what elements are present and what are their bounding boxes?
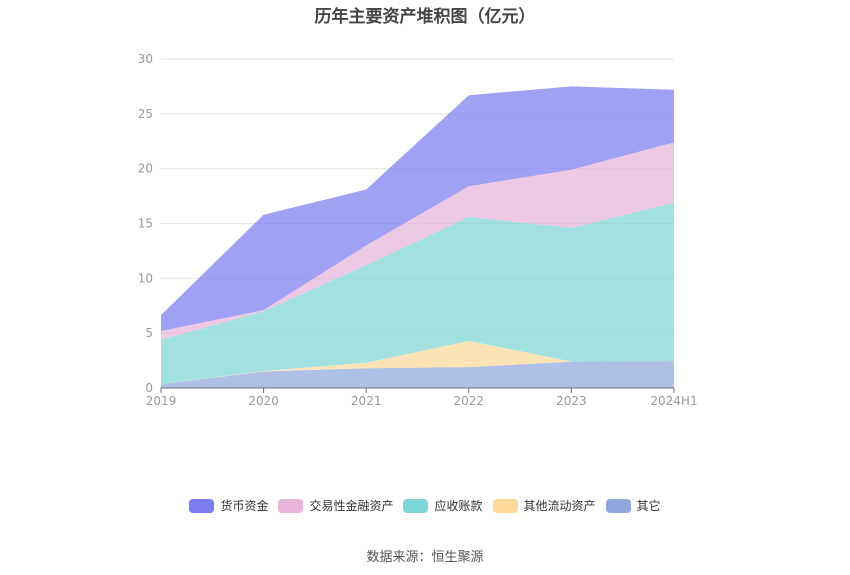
x-tick-label: 2023 [556, 394, 587, 408]
legend-item-trading-assets[interactable]: 交易性金融资产 [278, 497, 393, 514]
legend: 货币资金 交易性金融资产 应收账款 其他流动资产 其它 [0, 497, 850, 514]
x-tick-label: 2020 [248, 394, 279, 408]
legend-swatch [189, 498, 215, 513]
stacked-area-chart: 0 5 10 15 20 25 30 2019 2020 2021 2022 2023 2024H1 [138, 52, 698, 408]
area-应收账款 [161, 202, 674, 385]
y-tick-label: 30 [138, 52, 153, 66]
legend-label: 应收账款 [434, 499, 483, 513]
legend-swatch [403, 498, 429, 513]
data-source: 数据来源：恒生聚源 [366, 550, 484, 565]
x-tick-label: 2022 [454, 394, 485, 408]
area-其他流动资产 [161, 340, 674, 385]
area-交易性金融资产 [161, 142, 674, 340]
legend-swatch [492, 498, 518, 513]
legend-label: 其他流动资产 [523, 499, 596, 513]
legend-label: 其它 [636, 499, 661, 513]
legend-label: 交易性金融资产 [309, 499, 394, 513]
legend-item-receivables[interactable]: 应收账款 [403, 497, 483, 514]
y-tick-label: 20 [138, 162, 153, 176]
y-tick-label: 0 [145, 381, 153, 395]
legend-label: 货币资金 [220, 499, 269, 513]
area-货币资金 [161, 86, 674, 331]
y-tick-label: 25 [138, 107, 153, 121]
legend-item-other-current-assets[interactable]: 其他流动资产 [492, 497, 596, 514]
legend-item-other[interactable]: 其它 [605, 497, 661, 514]
y-tick-label: 5 [145, 326, 153, 340]
legend-swatch [278, 498, 304, 513]
legend-swatch [605, 498, 631, 513]
chart-title: 历年主要资产堆积图（亿元） [314, 7, 536, 27]
area-series [161, 86, 674, 388]
y-tick-label: 10 [138, 271, 153, 285]
area-其它 [161, 361, 674, 388]
x-tick-label: 2024H1 [650, 394, 697, 408]
legend-item-cash[interactable]: 货币资金 [189, 497, 268, 514]
x-tick-label: 2021 [351, 394, 382, 408]
y-tick-label: 15 [138, 217, 153, 231]
axes: 0 5 10 15 20 25 30 2019 2020 2021 2022 2023 2024H1 [138, 52, 698, 408]
x-tick-label: 2019 [146, 394, 177, 408]
